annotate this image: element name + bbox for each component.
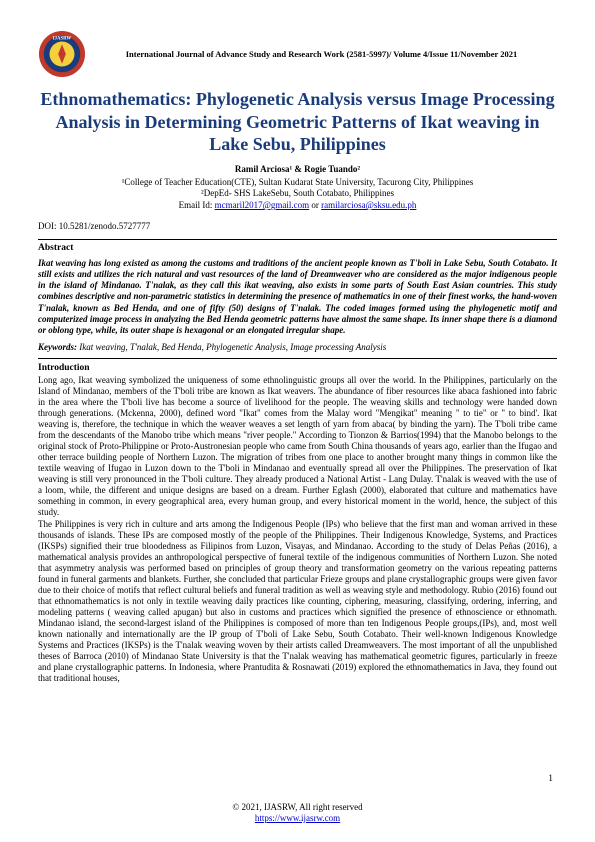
abstract-body: Ikat weaving has long existed as among t…	[38, 258, 557, 337]
intro-paragraph-2: The Philippines is very rich in culture …	[38, 519, 557, 684]
email-prefix: Email Id:	[179, 200, 215, 210]
intro-paragraph-1: Long ago, Ikat weaving symbolized the un…	[38, 375, 557, 518]
footer: © 2021, IJASRW, All right reserved https…	[0, 802, 595, 825]
rule-bottom	[38, 358, 557, 359]
page-number: 1	[548, 774, 553, 786]
svg-text:IJASRW: IJASRW	[53, 37, 72, 42]
email-link-2[interactable]: ramilarciosa@sksu.edu.ph	[321, 200, 416, 210]
doi: DOI: 10.5281/zenodo.5727777	[38, 221, 557, 232]
keywords-body: Ikat weaving, T'nalak, Bed Henda, Phylog…	[77, 342, 386, 352]
journal-logo: IJASRW	[38, 30, 86, 78]
affiliation-1: ¹College of Teacher Education(CTE), Sult…	[38, 177, 557, 189]
authors: Ramil Arciosa¹ & Rogie Tuando²	[38, 164, 557, 175]
email-line: Email Id: mcmaril2017@gmail.com or ramil…	[38, 200, 557, 211]
email-link-1[interactable]: mcmaril2017@gmail.com	[215, 200, 310, 210]
footer-url[interactable]: https://www.ijasrw.com	[0, 813, 595, 824]
keywords: Keywords: Ikat weaving, T'nalak, Bed Hen…	[38, 342, 557, 353]
affiliation-2: ²DepEd- SHS LakeSebu, South Cotabato, Ph…	[38, 188, 557, 200]
abstract-heading: Abstract	[38, 243, 557, 255]
email-or: or	[309, 200, 321, 210]
footer-copyright: © 2021, IJASRW, All right reserved	[0, 802, 595, 813]
intro-heading: Introduction	[38, 363, 557, 375]
paper-title: Ethnomathematics: Phylogenetic Analysis …	[38, 88, 557, 156]
journal-header: International Journal of Advance Study a…	[86, 49, 557, 60]
rule-top	[38, 239, 557, 240]
keywords-label: Keywords:	[38, 342, 77, 352]
header-row: IJASRW International Journal of Advance …	[38, 30, 557, 78]
